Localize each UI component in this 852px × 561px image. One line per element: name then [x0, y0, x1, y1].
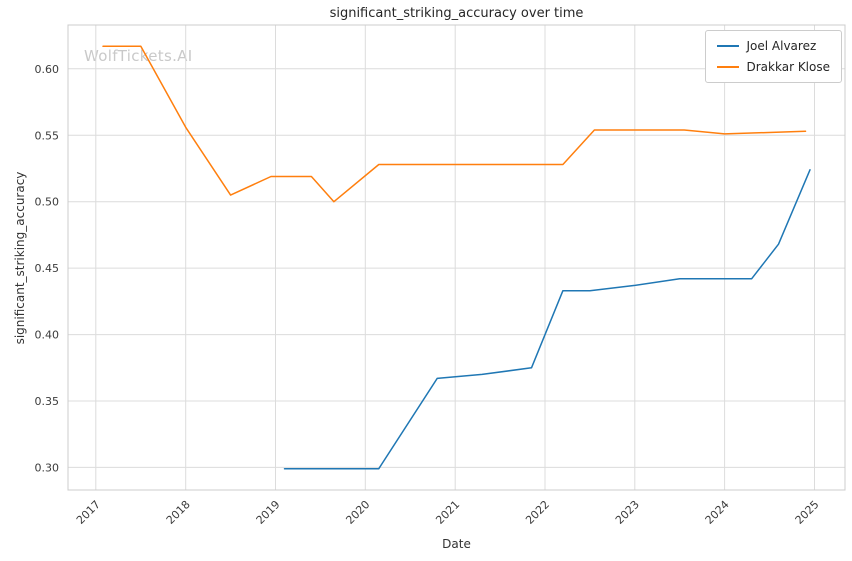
x-tick-label: 2024 — [703, 498, 732, 527]
y-axis-label: significant_striking_accuracy — [13, 171, 27, 345]
series-line-joel-alvarez — [283, 169, 811, 470]
y-tick-label: 0.30 — [35, 461, 60, 474]
y-tick-label: 0.45 — [35, 262, 60, 275]
x-tick-label: 2019 — [254, 498, 283, 527]
y-tick-label: 0.60 — [35, 63, 60, 76]
x-tick-label: 2017 — [74, 498, 103, 527]
y-tick-label: 0.35 — [35, 395, 60, 408]
watermark: WolfTickets.AI — [84, 47, 193, 65]
y-tick-label: 0.50 — [35, 196, 60, 209]
x-axis-label: Date — [442, 537, 471, 551]
legend-line-swatch-joel-alvarez — [716, 45, 739, 47]
x-tick-label: 2018 — [164, 498, 193, 527]
legend-label: Joel Alvarez — [746, 39, 817, 53]
chart-title: significant_striking_accuracy over time — [329, 6, 584, 21]
series-line-drakkar-klose — [102, 45, 807, 203]
legend-label: Drakkar Klose — [746, 60, 831, 74]
legend-item: Joel Alvarez — [716, 39, 831, 53]
x-tick-label: 2020 — [343, 498, 372, 527]
x-tick-label: 2021 — [433, 498, 462, 527]
x-tick-label: 2025 — [793, 498, 822, 527]
legend: Joel Alvarez Drakkar Klose — [704, 30, 842, 83]
plot-frame — [67, 24, 846, 491]
y-tick-label: 0.55 — [35, 129, 60, 142]
legend-item: Drakkar Klose — [716, 60, 831, 74]
x-tick-label: 2023 — [613, 498, 642, 527]
x-tick-label: 2022 — [523, 498, 552, 527]
y-tick-label: 0.40 — [35, 329, 60, 342]
legend-line-swatch-drakkar-klose — [716, 66, 739, 68]
